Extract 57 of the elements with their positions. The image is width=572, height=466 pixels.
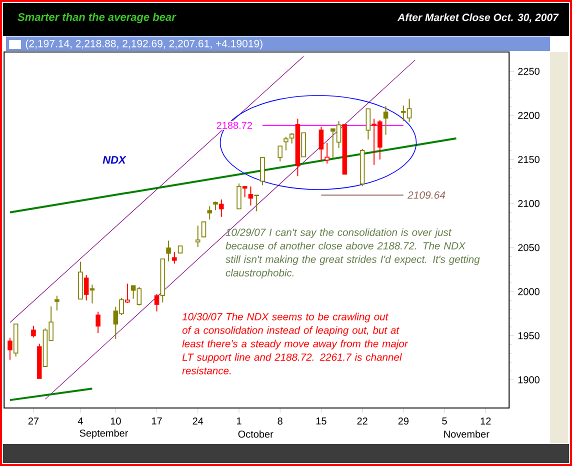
candlestick [96,311,100,334]
candlestick [324,142,330,164]
x-tick-label: 4 [78,418,83,424]
annotation: 2109.64 [407,191,446,199]
candlestick [154,294,160,312]
chart-title: (2,197.14, 2,218.88, 2,192.69, 2,207.61, +4.19019) [26,40,262,50]
candlestick [284,136,288,151]
candlestick [172,252,177,264]
y-tick-label: 2050 [518,244,540,252]
x-tick-label: 5 [442,418,447,425]
y-tick-label: 2000 [518,288,540,296]
candlestick [207,206,212,220]
x-tick-label: 8 [278,418,282,425]
y-tick-label: 2250 [518,68,540,75]
x-tick-label: 10 [110,418,121,425]
candlestick [90,284,95,304]
candlestick [196,225,200,248]
candlestick [301,132,306,158]
candlestick [383,106,388,136]
chart-subtitle: After Market Close Oct. 30, 2007 [397,13,559,23]
annotation: NDX [102,156,126,164]
candlestick [8,337,12,360]
candlestick [248,186,254,206]
candlestick [254,194,259,212]
text: Smarter than the average bear [18,12,176,24]
x-tick-label: 22 [357,418,368,425]
candlestick [260,156,265,186]
text: September [80,429,128,439]
y-tick-label: 1950 [518,332,540,340]
candlestick [84,274,89,301]
candlestick [318,126,324,161]
candlestick [31,325,36,338]
x-tick-label: 12 [480,418,491,425]
candlestick [166,240,171,262]
x-tick-label: 29 [398,418,409,425]
candlestick [54,295,60,311]
text: November [444,430,490,438]
candlestick [236,182,242,210]
y-tick-label: 1900 [518,376,540,384]
y-tick-label: 2100 [518,200,540,208]
x-tick-label: 15 [316,418,326,425]
annotation: 10/30/07 The NDX seems to be crawling out of a consolidation instead of leaping out, but at least there's a steady move away from the major LT support line and 2188.72. 2261.7 is channel resistance. [182,312,408,374]
candlestick [289,132,294,144]
x-tick-label: 17 [152,418,162,424]
x-tick-label: 1 [236,418,242,424]
annotation: 10/29/07 I can't say the consolidation is over just because of another close above 2188.72. The NDX still isn't making the great strides I'd expect. It's getting claustrophobic. [226,228,480,279]
candlestick [278,146,282,162]
candlestick [366,108,371,140]
candlestick [201,221,206,238]
y-tick-label: 2150 [518,156,540,164]
candlestick [218,199,224,218]
x-tick-label: 24 [192,418,204,425]
candlestick [242,186,248,198]
y-tick-label: 2200 [518,112,540,119]
text: October [238,430,274,438]
x-tick-label: 27 [28,418,39,425]
annotation: 2188.72 [216,122,252,129]
